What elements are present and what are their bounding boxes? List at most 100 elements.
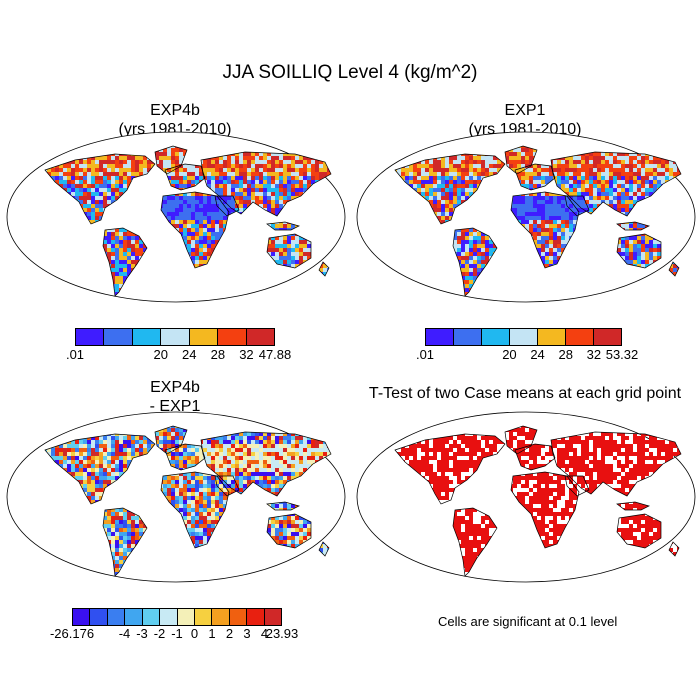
coastline-australia xyxy=(266,233,312,269)
colorbar-tick-label: 23.93 xyxy=(265,626,299,641)
coastline-greenland xyxy=(504,145,538,175)
colorbar-exp1 xyxy=(425,328,622,346)
colorbar-swatch xyxy=(212,609,230,625)
coastline-nz xyxy=(318,261,330,277)
coastline-southAmerica xyxy=(102,227,148,297)
colorbar-tick-label: 32 xyxy=(239,347,254,362)
coastline-europe xyxy=(164,163,206,191)
colorbar-tick-label: 1 xyxy=(208,626,216,641)
colorbar-tick-label: -2 xyxy=(153,626,166,641)
colorbar-swatch xyxy=(482,329,510,345)
figure-title: JJA SOILLIQ Level 4 (kg/m^2) xyxy=(222,62,478,83)
colorbar-swatch xyxy=(194,609,213,625)
colorbar-swatch xyxy=(247,609,265,625)
coastline-northAmerica xyxy=(44,433,156,505)
colorbar-swatch xyxy=(264,609,282,625)
colorbar-tick-label: 28 xyxy=(210,347,226,362)
coastline-europe xyxy=(164,443,206,471)
colorbar-swatch xyxy=(229,609,248,625)
colorbar-labels-difference: -26.176 -4 -3 -2 -1 0 1 2 3 4 23.93 xyxy=(50,626,298,642)
colorbar-swatch xyxy=(104,329,133,345)
coastline-asia xyxy=(200,151,332,217)
colorbar-tick-label: 3 xyxy=(243,626,251,641)
coastline-europe xyxy=(514,443,556,471)
colorbar-tick-label: 47.88 xyxy=(258,347,292,362)
coastline-asia xyxy=(200,431,332,497)
colorbar-swatch xyxy=(161,329,190,345)
coastline-australia xyxy=(616,513,662,549)
colorbar-swatch xyxy=(246,329,274,345)
coastline-arabia xyxy=(214,195,240,217)
coastline-greenland xyxy=(154,425,188,455)
coastline-europe xyxy=(514,163,556,191)
colorbar-tick-label: -1 xyxy=(171,626,183,641)
coastline-indonesia xyxy=(616,501,650,511)
colorbar-swatch xyxy=(510,329,538,345)
coastline-northAmerica xyxy=(394,153,506,225)
colorbar-tick-label: .01 xyxy=(65,347,85,362)
map-ttest xyxy=(356,411,696,583)
panel-title-line1: EXP1 xyxy=(504,102,546,119)
colorbar-tick-label: -4 xyxy=(118,626,131,641)
colorbar-swatch xyxy=(107,609,126,625)
coastline-northAmerica xyxy=(394,433,506,505)
coastline-australia xyxy=(266,513,312,549)
colorbar-tick-label: -26.176 xyxy=(49,626,95,641)
colorbar-swatch xyxy=(538,329,566,345)
coastline-nz xyxy=(668,261,680,277)
colorbar-swatch xyxy=(189,329,219,345)
colorbar-swatch xyxy=(76,329,105,345)
coastline-nz xyxy=(318,541,330,557)
colorbar-tick-label: 20 xyxy=(502,347,517,362)
colorbar-tick-label: -3 xyxy=(136,626,148,641)
colorbar-tick-label: 20 xyxy=(153,347,168,362)
colorbar-tick-label: 32 xyxy=(586,347,602,362)
map-difference xyxy=(6,411,346,583)
colorbar-swatch xyxy=(454,329,482,345)
colorbar-swatch xyxy=(160,609,178,625)
coastline-indonesia xyxy=(616,221,650,231)
colorbar-tick-label: 4 xyxy=(260,626,269,641)
coastline-indonesia xyxy=(266,221,300,231)
coastline-southAmerica xyxy=(102,507,148,577)
map-exp1 xyxy=(356,131,696,303)
colorbar-exp4b xyxy=(75,328,275,346)
colorbar-swatch xyxy=(218,329,247,345)
colorbar-labels-exp1: .01 20 24 28 32 53.32 xyxy=(416,347,638,363)
coastline-nz xyxy=(668,541,680,557)
coastline-australia xyxy=(616,233,662,269)
colorbar-tick-label: 28 xyxy=(558,347,573,362)
colorbar-swatch xyxy=(90,609,108,625)
coastline-southAmerica xyxy=(452,507,498,577)
coastline-asia xyxy=(550,431,682,497)
colorbar-tick-label: 2 xyxy=(225,626,234,641)
coastline-asia xyxy=(550,151,682,217)
coastline-northAmerica xyxy=(44,153,156,225)
panel-title-ttest: T-Test of two Case means at each grid po… xyxy=(350,384,700,403)
colorbar-tick-label: 53.32 xyxy=(605,347,639,362)
panel-title-difference: EXP4b - EXP1 xyxy=(20,378,330,416)
coastline-arabia xyxy=(564,475,590,497)
colorbar-swatch xyxy=(566,329,594,345)
panel-title-line1: EXP4b xyxy=(150,379,200,396)
colorbar-swatch xyxy=(594,329,621,345)
coastline-greenland xyxy=(154,145,188,175)
colorbar-swatch xyxy=(426,329,454,345)
colorbar-tick-label: .01 xyxy=(415,347,435,362)
colorbar-swatch xyxy=(177,609,195,625)
colorbar-swatch xyxy=(132,329,162,345)
colorbar-tick-label: 0 xyxy=(190,626,199,641)
colorbar-swatch xyxy=(142,609,161,625)
coastline-arabia xyxy=(214,475,240,497)
panel-title-line1: T-Test of two Case means at each grid po… xyxy=(368,385,682,402)
coastline-indonesia xyxy=(266,501,300,511)
panel-title-line1: EXP4b xyxy=(150,102,200,119)
map-exp4b xyxy=(6,131,346,303)
coastline-greenland xyxy=(504,425,538,455)
coastline-arabia xyxy=(564,195,590,217)
colorbar-swatch xyxy=(73,609,91,625)
colorbar-difference xyxy=(72,608,282,626)
coastline-southAmerica xyxy=(452,227,498,297)
colorbar-swatch xyxy=(125,609,143,625)
colorbar-tick-label: 24 xyxy=(530,347,545,362)
